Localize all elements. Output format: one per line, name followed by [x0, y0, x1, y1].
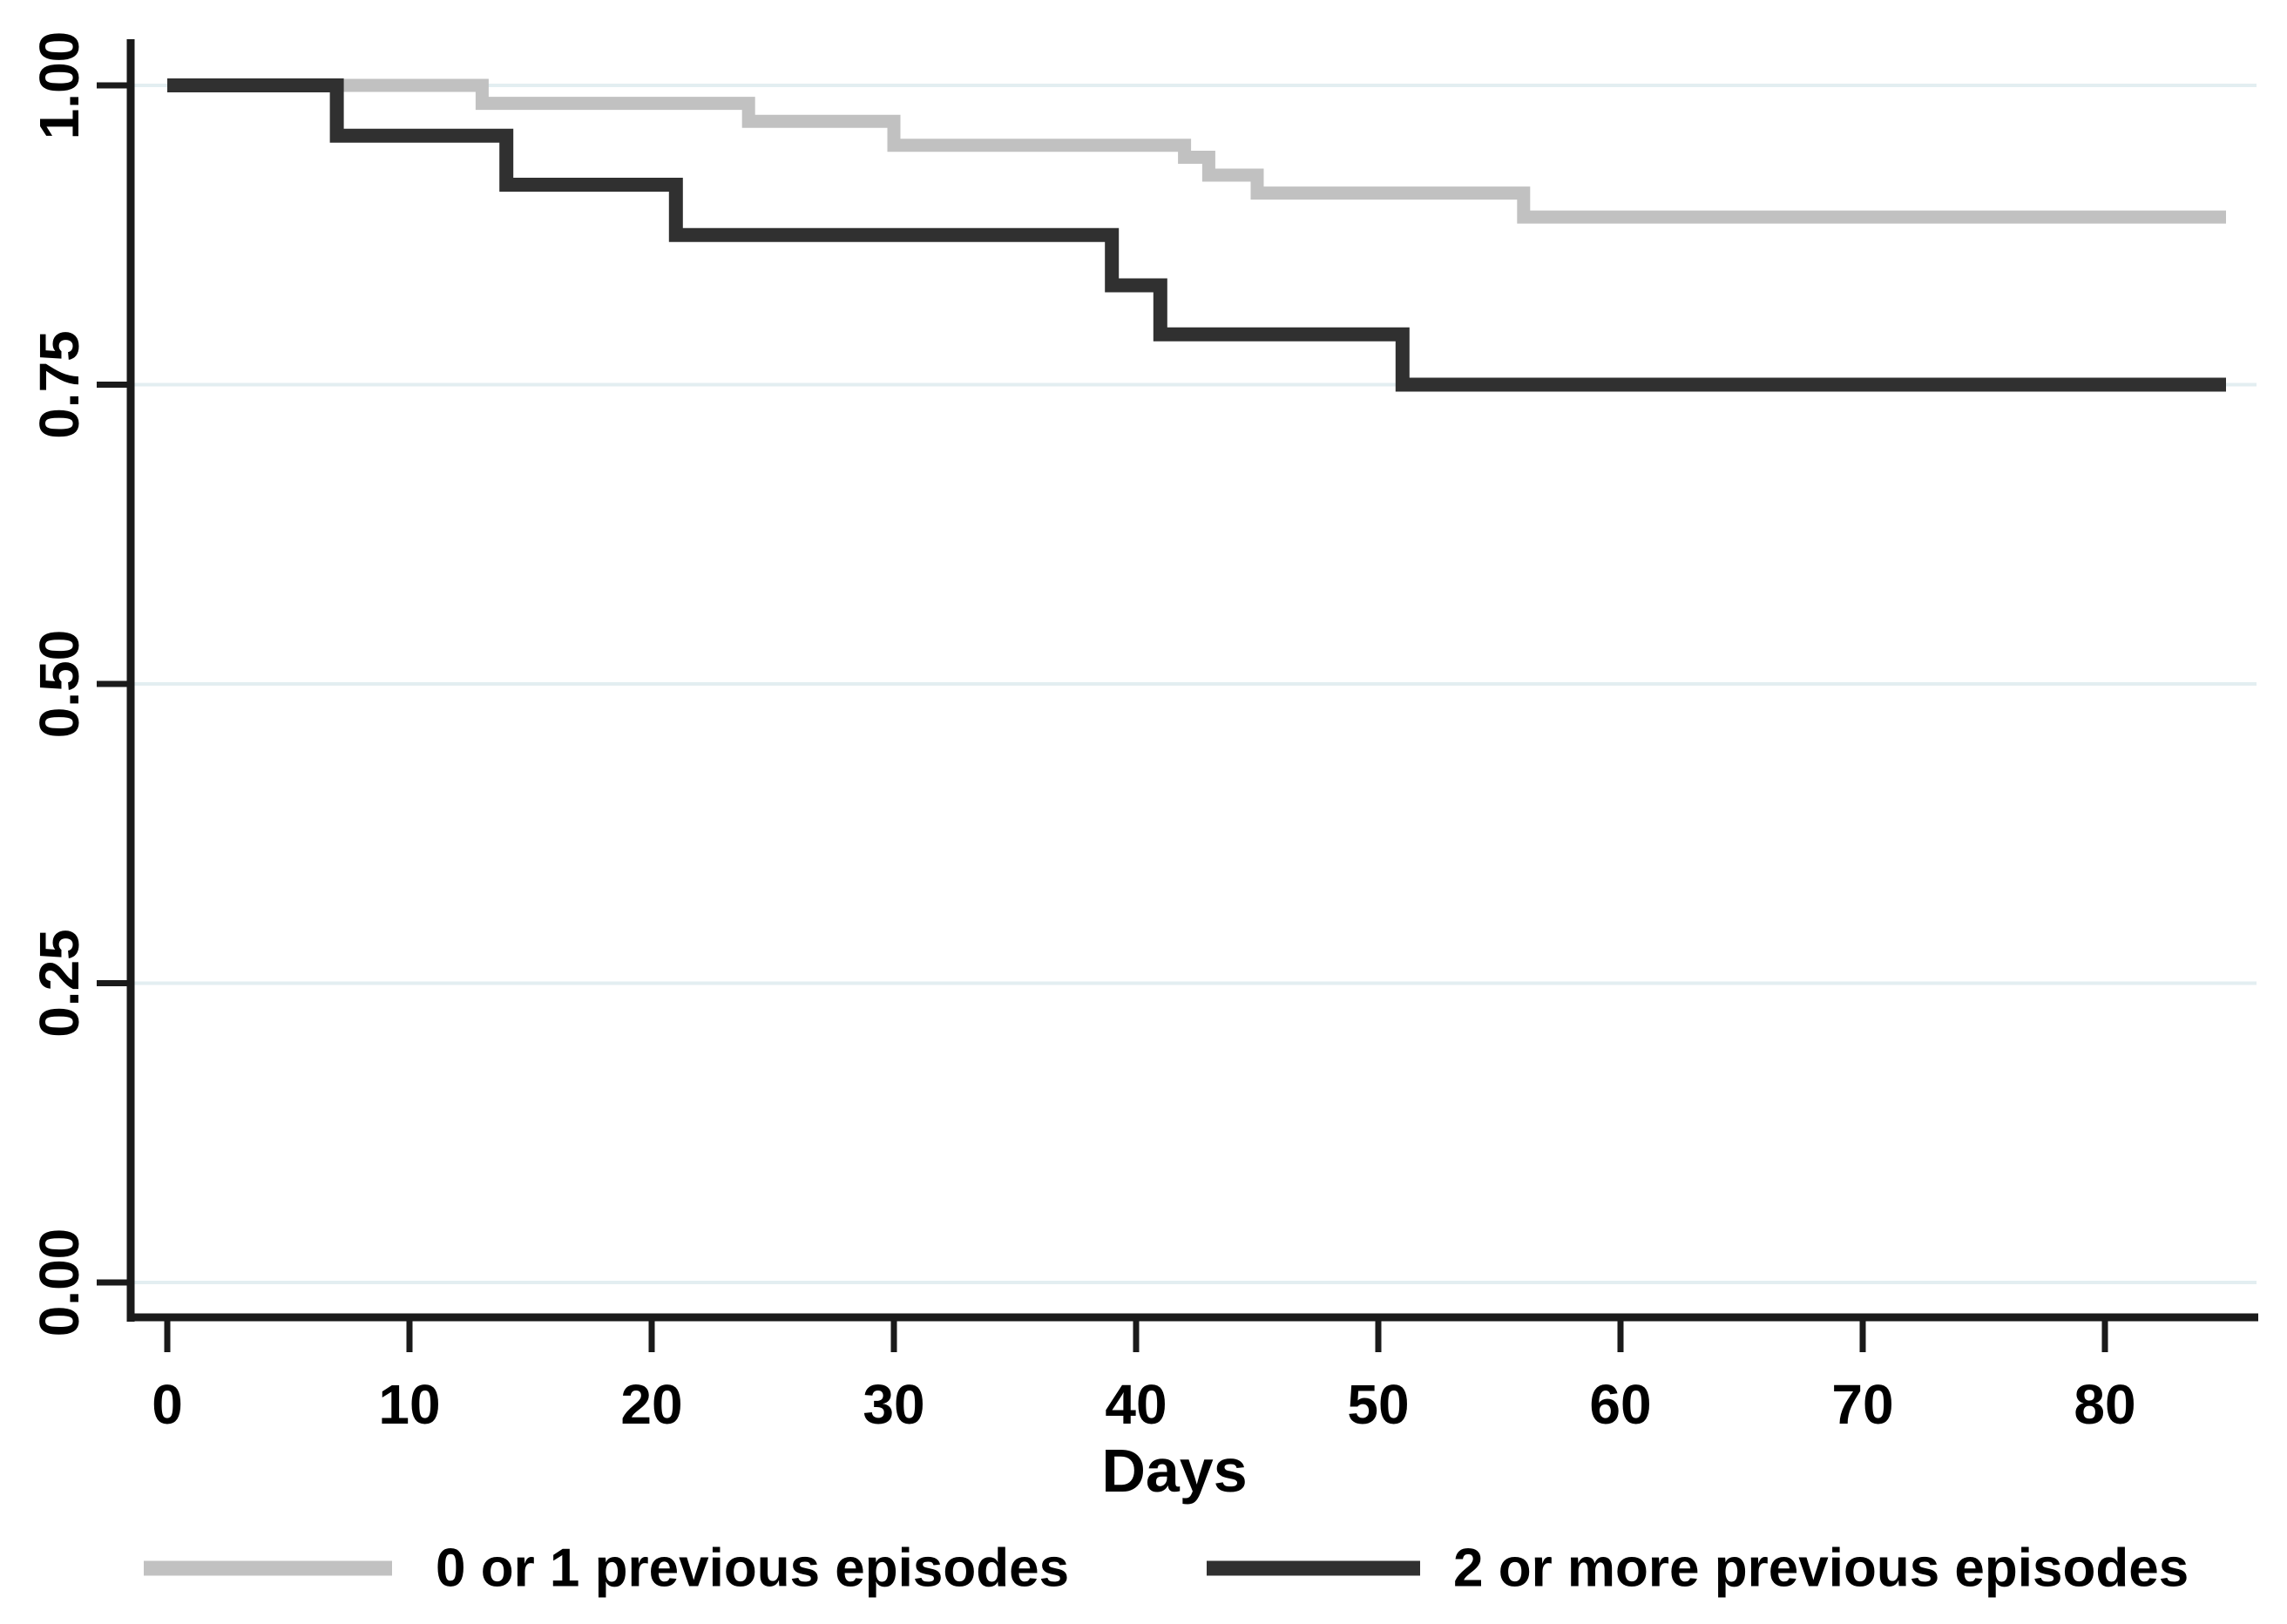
series-group [167, 78, 2226, 392]
y-tick-label: 0.25 [28, 929, 91, 1038]
legend-label-0: 0 or 1 previous episodes [436, 1539, 1069, 1599]
y-tick-label: 0.00 [28, 1228, 91, 1337]
x-tick-label: 80 [2074, 1373, 2135, 1436]
x-tick-label: 70 [1831, 1373, 1893, 1436]
legend-label-1: 2 or more previous episodes [1453, 1539, 2189, 1599]
axis-labels-group: Days [1101, 1437, 1247, 1505]
x-tick-label: 20 [620, 1373, 682, 1436]
x-tick-label: 60 [1589, 1373, 1651, 1436]
ticks-group: 0.00 0.25 0.50 0.75 1.00 0 10 20 30 40 50 60 70 80 [28, 31, 2136, 1436]
x-axis-title: Days [1101, 1437, 1247, 1505]
y-tick-label: 0.75 [28, 330, 91, 439]
x-tick-label: 30 [863, 1373, 924, 1436]
survival-curve-1 [167, 78, 2226, 392]
axes-group [126, 39, 2258, 1322]
gridlines-group [131, 84, 2257, 1284]
y-tick-label: 0.50 [28, 630, 91, 739]
legend: 0 or 1 previous episodes 2 or more previo… [144, 1539, 2189, 1599]
x-tick-label: 10 [378, 1373, 440, 1436]
x-tick-label: 0 [152, 1373, 183, 1436]
x-tick-label: 50 [1347, 1373, 1409, 1436]
y-tick-label: 1.00 [28, 31, 91, 140]
survival-curve-0 [167, 78, 2226, 224]
x-tick-label: 40 [1105, 1373, 1167, 1436]
